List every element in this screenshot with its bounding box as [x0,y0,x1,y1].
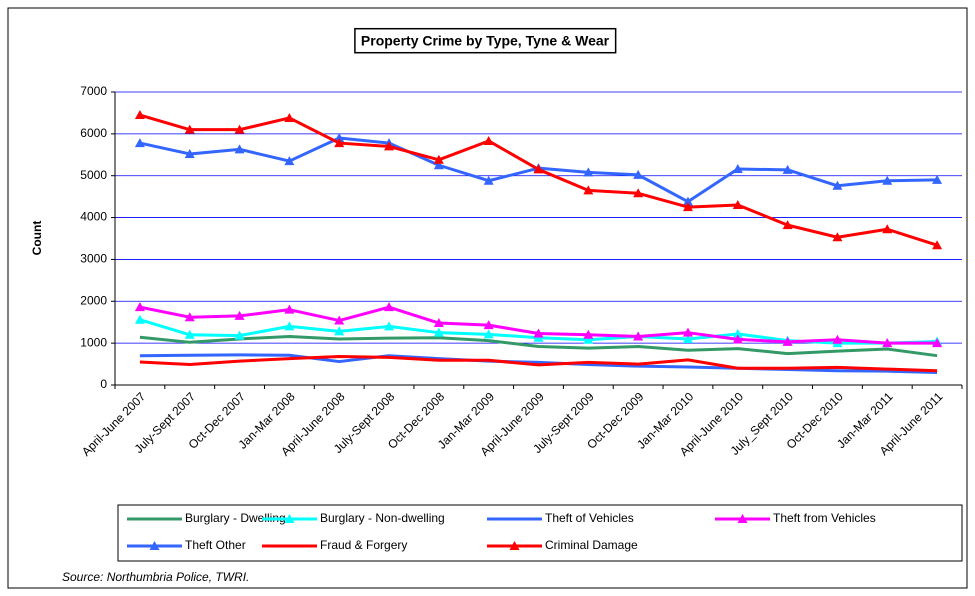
legend-marker [737,514,748,523]
point-marker [832,232,843,242]
series-line [139,355,938,373]
point-marker [483,320,494,330]
point-marker [533,164,544,174]
point-marker [682,196,693,206]
point-marker [334,133,345,143]
point-marker [284,304,295,314]
title-box [354,27,617,54]
point-marker [234,124,245,134]
point-marker [433,160,444,170]
point-marker [483,135,494,145]
point-marker [832,180,843,190]
point-marker [384,321,395,331]
point-marker [234,330,245,340]
point-marker [682,327,693,337]
point-marker [583,329,594,339]
point-marker [583,167,594,177]
point-marker [782,220,793,230]
point-marker [384,302,395,312]
point-marker [384,141,395,151]
point-marker [184,312,195,322]
point-marker [184,124,195,134]
point-marker [583,334,594,344]
point-marker [433,327,444,337]
point-marker [234,144,245,154]
chart-frame [7,7,968,589]
point-marker [134,138,145,148]
point-marker [134,110,145,120]
legend-label: Theft from Vehicles [773,511,876,525]
point-marker [732,328,743,338]
y-tick-label: 1000 [80,335,107,349]
point-marker [533,328,544,338]
point-marker [483,329,494,339]
point-marker [184,148,195,158]
point-marker [334,326,345,336]
legend-label: Burglary - Non-dwelling [320,511,445,525]
legend-label: Theft of Vehicles [545,511,634,525]
y-axis-label: Count [30,221,44,256]
point-marker [184,329,195,339]
point-marker [633,331,644,341]
point-marker [782,336,793,346]
point-marker [682,333,693,343]
legend-marker [284,514,295,523]
point-marker [633,169,644,179]
y-tick-label: 2000 [80,293,107,307]
point-marker [882,224,893,234]
legend-label: Theft Other [185,538,246,552]
legend-marker [149,541,160,550]
legend-label: Fraud & Forgery [320,538,407,552]
point-marker [134,314,145,324]
y-tick-label: 6000 [80,126,107,140]
legend-box [117,504,963,562]
point-marker [882,338,893,348]
y-tick-label: 4000 [80,210,107,224]
point-marker [334,138,345,148]
point-marker [732,164,743,174]
point-marker [932,174,943,184]
series-line [139,334,938,358]
point-marker [782,164,793,174]
point-marker [284,321,295,331]
legend-label: Burglary - Dwelling [185,511,286,525]
point-marker [682,202,693,212]
point-marker [732,334,743,344]
y-tick-label: 3000 [80,252,107,266]
series-line [139,353,938,374]
chart-title: Property Crime by Type, Tyne & Wear [361,33,610,49]
point-marker [284,156,295,166]
point-marker [284,112,295,122]
point-marker [932,240,943,250]
point-marker [334,315,345,325]
point-marker [134,302,145,312]
point-marker [732,200,743,210]
point-marker [633,188,644,198]
y-tick-label: 0 [100,377,107,391]
y-tick-label: 7000 [80,84,107,98]
point-marker [433,318,444,328]
point-marker [433,154,444,164]
point-marker [832,334,843,344]
point-marker [882,175,893,185]
legend-label: Criminal Damage [545,538,638,552]
point-marker [483,175,494,185]
point-marker [583,185,594,195]
point-marker [234,310,245,320]
legend-marker [509,541,520,550]
point-marker [932,338,943,348]
y-tick-label: 5000 [80,168,107,182]
source-note: Source: Northumbria Police, TWRI. [62,570,249,584]
